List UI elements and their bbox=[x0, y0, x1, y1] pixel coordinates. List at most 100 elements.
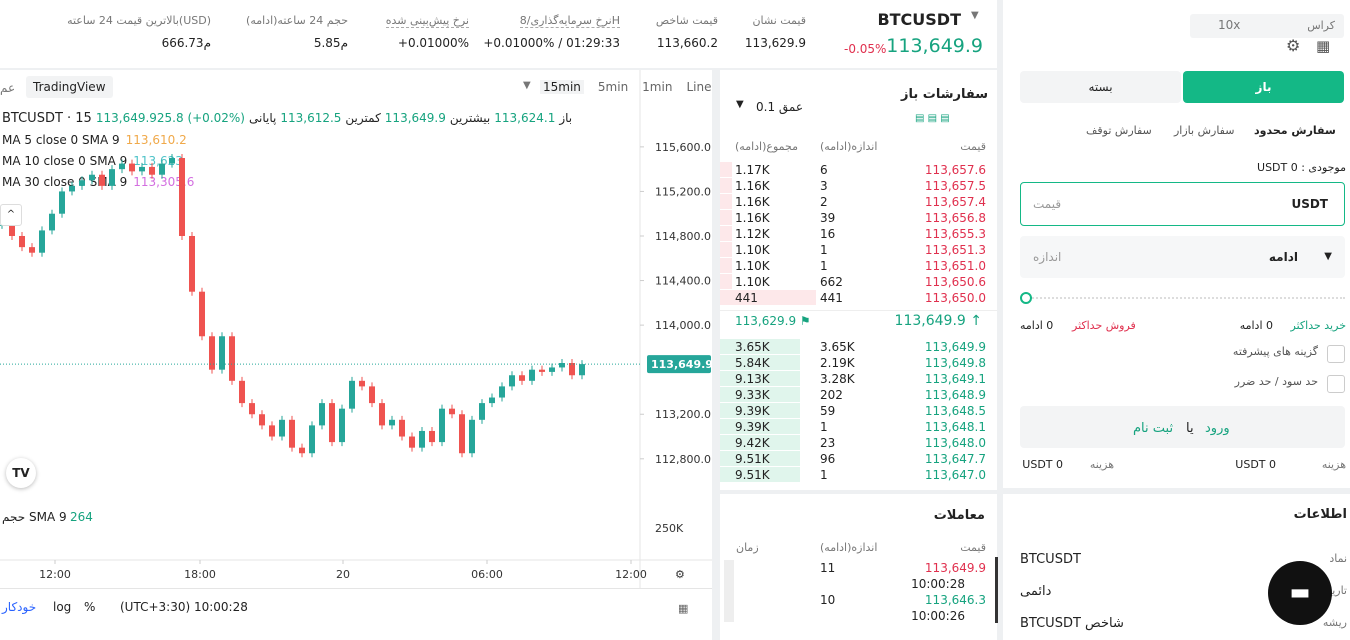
candle bbox=[149, 166, 155, 175]
calendar-icon: ▦ bbox=[678, 602, 688, 615]
last-price: 113,649.9 bbox=[886, 35, 983, 57]
candle bbox=[159, 163, 165, 175]
stat-value: 5.85م bbox=[313, 36, 348, 50]
ob-size: 3 bbox=[820, 179, 828, 193]
legend-value: 113,649.9 bbox=[384, 111, 446, 125]
depth[interactable]: عمق 0.1 bbox=[756, 100, 804, 114]
calculator[interactable]: ▦ bbox=[1316, 37, 1331, 55]
tab-open[interactable]: باز bbox=[1183, 71, 1344, 103]
candle bbox=[299, 447, 305, 454]
collapse-button[interactable]: ^ bbox=[0, 204, 22, 226]
ob-size: 1 bbox=[820, 259, 828, 273]
candle bbox=[79, 180, 85, 186]
info-value: دائمی bbox=[1020, 584, 1052, 599]
candle bbox=[359, 380, 365, 387]
login[interactable]: ورود bbox=[1205, 421, 1230, 436]
ob-price: 113,648.5 bbox=[924, 404, 986, 418]
ob-total: 1.10K bbox=[735, 275, 770, 289]
trades-title: معاملات bbox=[933, 508, 985, 523]
leverage[interactable]: 10x bbox=[1218, 18, 1241, 32]
size-input[interactable] bbox=[1020, 236, 1345, 278]
auto-scale[interactable]: خودکار bbox=[2, 600, 37, 614]
stat-value: +0.01000% / 01:29:33 bbox=[483, 36, 620, 50]
or: یا bbox=[1186, 421, 1194, 436]
brand: TradingView bbox=[26, 76, 113, 98]
candle bbox=[49, 213, 55, 231]
x-tick-label: 12:00 bbox=[39, 568, 71, 581]
trade-header: قیمت bbox=[960, 541, 986, 554]
candle bbox=[179, 158, 185, 236]
view-icons[interactable]: ▤ ▤ ▤ bbox=[915, 113, 950, 124]
timezone[interactable]: (UTC+3:30) 10:00:28 bbox=[120, 600, 248, 614]
stat-value: 666.73م bbox=[161, 36, 211, 50]
price-input[interactable] bbox=[1020, 182, 1345, 226]
checkbox[interactable] bbox=[1327, 375, 1345, 393]
symbol[interactable]: BTCUSDT bbox=[877, 10, 961, 29]
y-tick-label: 112,800.0 bbox=[655, 453, 711, 466]
candle bbox=[329, 403, 335, 443]
trade-time: 10:00:28 bbox=[911, 577, 965, 591]
candle bbox=[389, 419, 395, 426]
ob-total: 1.12K bbox=[735, 227, 770, 241]
candle bbox=[139, 166, 145, 172]
margin-box bbox=[1190, 14, 1344, 38]
percent-scale[interactable]: % bbox=[84, 600, 96, 614]
order-type[interactable]: سفارش محدود bbox=[1254, 124, 1336, 137]
margin-mode[interactable]: کراس bbox=[1307, 19, 1335, 32]
trade-time: 10:00:26 bbox=[911, 609, 965, 623]
order-type[interactable]: سفارش بازار bbox=[1174, 124, 1235, 137]
x-tick-label: 20 bbox=[336, 568, 350, 581]
ob-total: 1.16K bbox=[735, 195, 770, 209]
interval[interactable]: Line bbox=[686, 80, 712, 94]
size-caret[interactable]: ▼ bbox=[1324, 251, 1332, 262]
stat-value: 113,660.2 bbox=[656, 36, 718, 50]
candle bbox=[89, 174, 95, 181]
checkbox[interactable] bbox=[1327, 345, 1345, 363]
trade-size: 11 bbox=[820, 561, 836, 575]
ma-label: MA 10 close 0 SMA 9 bbox=[2, 154, 128, 168]
login-box[interactable] bbox=[1020, 406, 1345, 448]
chat-button[interactable]: ▬ bbox=[1268, 561, 1332, 625]
y-tick-label: 115,600.0 bbox=[655, 141, 711, 154]
settings[interactable]: ⚙ bbox=[1286, 36, 1301, 55]
candle bbox=[379, 403, 385, 426]
depth-bar bbox=[720, 274, 732, 289]
y-tick-label: 115,200.0 bbox=[655, 185, 711, 198]
interval-caret[interactable]: ▼ bbox=[523, 80, 531, 91]
interval[interactable]: 15min bbox=[540, 80, 584, 94]
candle bbox=[529, 369, 535, 381]
signup[interactable]: ثبت نام bbox=[1133, 421, 1174, 436]
depth-caret[interactable]: ▼ bbox=[736, 99, 744, 110]
price-chart: 115,600.0 115,200.0 114,800.0 114,400.0 114,… bbox=[0, 70, 712, 615]
header-bar bbox=[0, 0, 997, 68]
candle bbox=[469, 419, 475, 454]
trade-size: 10 bbox=[820, 593, 836, 607]
candle bbox=[459, 414, 465, 454]
depth-bar bbox=[720, 210, 732, 225]
log-scale[interactable]: log bbox=[53, 600, 72, 614]
ob-price: 113,648.1 bbox=[924, 420, 986, 434]
slider[interactable] bbox=[1025, 297, 1345, 299]
candle bbox=[409, 436, 415, 448]
order-type[interactable]: سفارش توقف bbox=[1086, 124, 1152, 137]
max-sell-value: 0 ادامه bbox=[1020, 319, 1054, 332]
max-buy-value: 0 ادامه bbox=[1239, 319, 1273, 332]
stat-value: +0.01000% bbox=[397, 36, 469, 50]
candle bbox=[399, 419, 405, 437]
ma-label: MA 30 close 0 SMA 9 bbox=[2, 175, 128, 189]
legend-value: 113,624.1 bbox=[494, 111, 556, 125]
ob-size: 3.28K bbox=[820, 372, 855, 386]
y-tick-label: 114,000.0 bbox=[655, 319, 711, 332]
scrollbar[interactable] bbox=[724, 560, 734, 622]
candle bbox=[169, 158, 175, 164]
tab-close[interactable]: بسته bbox=[1020, 71, 1181, 103]
scroll-indicator bbox=[995, 557, 998, 623]
price-placeholder: قیمت bbox=[1033, 197, 1062, 211]
option-label: گزینه های پیشرفته bbox=[1232, 345, 1318, 358]
stat-label: قیمت شاخص bbox=[655, 14, 718, 27]
info-label: ریشه bbox=[1322, 616, 1347, 629]
interval[interactable]: 5min bbox=[597, 80, 629, 94]
slider-knob[interactable] bbox=[1020, 292, 1032, 304]
interval[interactable]: 1min bbox=[642, 80, 673, 94]
